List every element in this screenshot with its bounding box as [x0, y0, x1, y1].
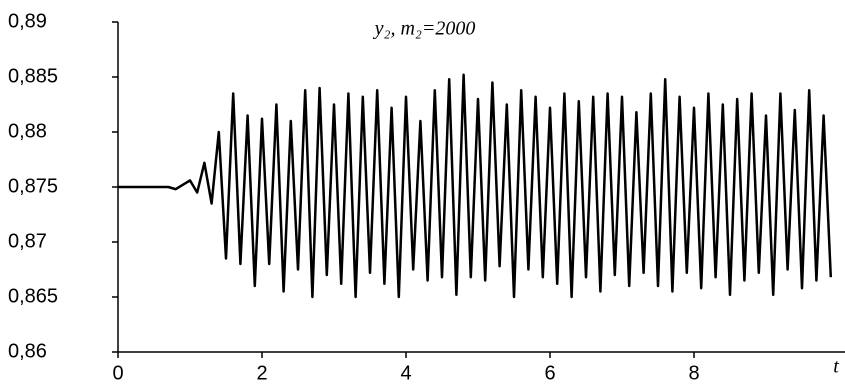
y-tick-label: 0,89	[8, 10, 47, 32]
x-axis-label: t	[833, 356, 839, 378]
y-tick-label: 0,88	[8, 120, 47, 142]
y-tick-label: 0,865	[8, 285, 58, 307]
x-tick-label: 6	[544, 362, 555, 384]
chart-title: y₂, m₂=2000	[373, 18, 476, 40]
y-tick-label: 0,885	[8, 65, 58, 87]
x-tick-label: 4	[400, 362, 411, 384]
x-tick-label: 8	[688, 362, 699, 384]
y-tick-label: 0,86	[8, 340, 47, 362]
x-tick-label: 0	[112, 362, 123, 384]
y-tick-label: 0,875	[8, 175, 58, 197]
x-tick-label: 2	[256, 362, 267, 384]
series-line	[118, 73, 833, 299]
y-tick-label: 0,87	[8, 230, 47, 252]
